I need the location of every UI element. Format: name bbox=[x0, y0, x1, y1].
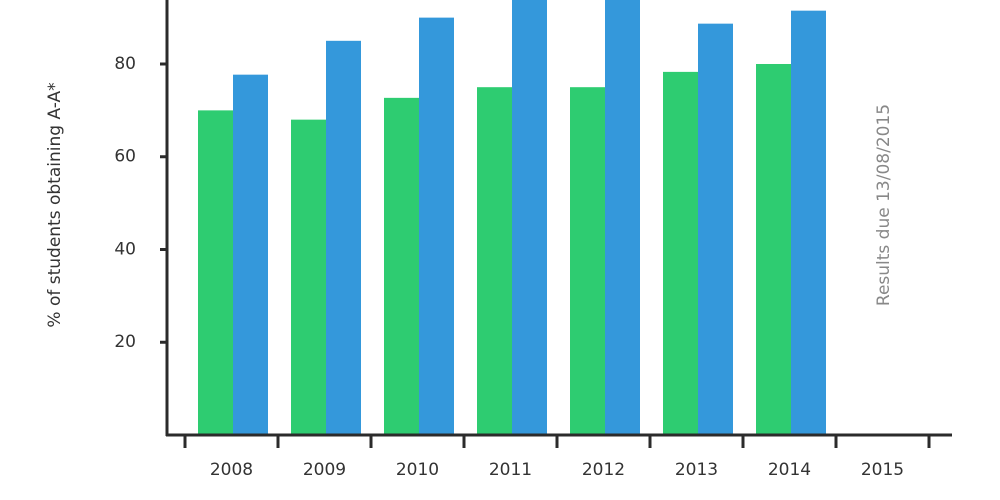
bar bbox=[605, 0, 640, 435]
bar bbox=[698, 23, 733, 435]
x-tick-label: 2012 bbox=[582, 460, 625, 480]
bar bbox=[384, 97, 419, 435]
x-tick-label: 2008 bbox=[210, 460, 253, 480]
x-tick-label: 2011 bbox=[489, 460, 532, 480]
x-tick-label: 2015 bbox=[861, 460, 904, 480]
bar bbox=[663, 71, 698, 435]
y-tick-label: 80 bbox=[114, 54, 136, 74]
bar bbox=[198, 110, 233, 435]
y-tick-label: 60 bbox=[114, 147, 136, 167]
plot-area bbox=[198, 0, 826, 435]
y-tick-label: 20 bbox=[114, 332, 136, 352]
bar bbox=[291, 119, 326, 435]
y-tick-label: 40 bbox=[114, 239, 136, 259]
bar bbox=[233, 74, 268, 435]
bar bbox=[570, 87, 605, 435]
x-tick-label: 2010 bbox=[396, 460, 439, 480]
bar bbox=[756, 63, 791, 435]
bar bbox=[477, 87, 512, 435]
bar bbox=[512, 0, 547, 435]
bar bbox=[326, 40, 361, 435]
y-axis-label: % of students obtaining A-A* bbox=[45, 82, 65, 327]
x-tick-label: 2014 bbox=[768, 460, 811, 480]
x-tick-label: 2009 bbox=[303, 460, 346, 480]
annotation: Results due 13/08/2015 bbox=[874, 104, 894, 306]
x-tick-label: 2013 bbox=[675, 460, 718, 480]
bar bbox=[419, 17, 454, 435]
bar bbox=[791, 10, 826, 435]
